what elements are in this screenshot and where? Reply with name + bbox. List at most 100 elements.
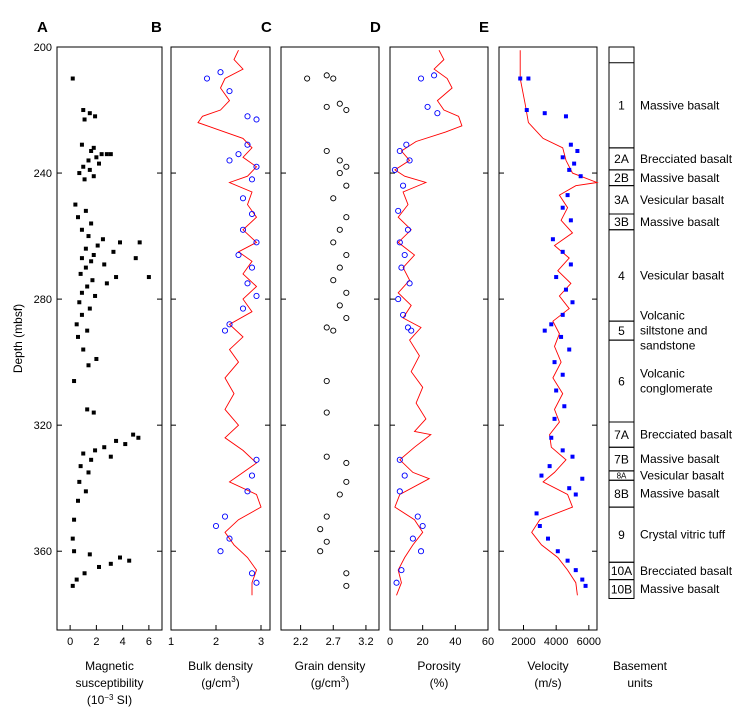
data-point bbox=[563, 287, 568, 292]
data-point bbox=[74, 322, 79, 327]
unit-id: 2B bbox=[614, 171, 629, 185]
data-point bbox=[550, 237, 555, 242]
unit-label: Vesicular basalt bbox=[640, 193, 725, 207]
data-point bbox=[409, 535, 416, 542]
data-point bbox=[133, 256, 138, 261]
data-point bbox=[79, 142, 84, 147]
unit-id: 7B bbox=[614, 452, 629, 466]
data-point bbox=[83, 489, 88, 494]
data-point bbox=[560, 448, 565, 453]
unit-label: siltstone and bbox=[640, 324, 707, 338]
data-point bbox=[583, 583, 588, 588]
x-axis-label: (g/cm3) bbox=[201, 675, 239, 690]
unit-id: 10A bbox=[611, 564, 632, 578]
data-point bbox=[212, 522, 220, 530]
x-tick-label: 6 bbox=[146, 636, 152, 648]
data-point bbox=[575, 148, 580, 153]
data-point bbox=[567, 486, 572, 491]
data-point bbox=[434, 110, 441, 117]
data-point bbox=[226, 321, 233, 328]
data-point bbox=[573, 492, 578, 497]
unit-id: 3B bbox=[614, 215, 629, 229]
data-point bbox=[343, 106, 350, 114]
data-line bbox=[519, 50, 599, 596]
data-point bbox=[248, 210, 256, 218]
data-point bbox=[89, 221, 94, 226]
data-point bbox=[114, 275, 119, 280]
data-point bbox=[408, 327, 415, 334]
data-point bbox=[395, 296, 402, 303]
data-point bbox=[330, 75, 337, 82]
data-point bbox=[552, 416, 557, 421]
data-point bbox=[404, 324, 412, 331]
y-tick-label: 280 bbox=[34, 294, 52, 306]
data-point bbox=[417, 75, 425, 82]
x-axis-label: Bulk density bbox=[188, 659, 253, 673]
data-point bbox=[330, 195, 337, 202]
data-point bbox=[79, 256, 84, 261]
panel-frame bbox=[280, 46, 380, 631]
unit-label: Massive basalt bbox=[640, 171, 720, 185]
panel-letter: A bbox=[37, 19, 48, 36]
data-point bbox=[542, 111, 547, 116]
data-point bbox=[82, 177, 87, 182]
data-point bbox=[559, 334, 564, 339]
units-header: Basement bbox=[613, 659, 668, 673]
data-point bbox=[330, 239, 337, 246]
data-point bbox=[395, 207, 402, 214]
data-point bbox=[406, 280, 413, 287]
data-point bbox=[93, 114, 98, 119]
data-line bbox=[197, 50, 262, 596]
data-point bbox=[524, 108, 529, 113]
data-point bbox=[336, 157, 343, 164]
x-tick-label: 2 bbox=[93, 636, 99, 648]
x-tick-label: 3.2 bbox=[358, 636, 373, 648]
unit-id: 9 bbox=[618, 528, 625, 542]
unit-label: Massive basalt bbox=[640, 452, 720, 466]
unit-label: Massive basalt bbox=[640, 487, 720, 501]
data-point bbox=[77, 479, 82, 484]
x-tick-label: 0 bbox=[387, 636, 393, 648]
data-point bbox=[343, 314, 350, 322]
data-point bbox=[72, 549, 77, 554]
data-point bbox=[248, 264, 256, 271]
unit-label: Massive basalt bbox=[640, 215, 720, 229]
data-point bbox=[343, 570, 350, 577]
data-point bbox=[404, 226, 412, 233]
data-point bbox=[336, 264, 343, 271]
unit-id: 8B bbox=[614, 487, 629, 501]
data-point bbox=[78, 464, 83, 469]
data-point bbox=[118, 240, 122, 245]
data-point bbox=[104, 152, 109, 157]
x-axis-label-sup: 3 bbox=[231, 675, 236, 684]
data-point bbox=[118, 555, 122, 560]
x-tick-label: 0 bbox=[67, 636, 73, 648]
data-point bbox=[91, 145, 96, 150]
data-point bbox=[560, 249, 565, 254]
x-tick-label: 4 bbox=[120, 636, 126, 648]
data-point bbox=[81, 451, 86, 456]
data-point bbox=[239, 195, 247, 202]
data-point bbox=[414, 513, 421, 520]
x-tick-label: 1 bbox=[168, 636, 174, 648]
data-point bbox=[336, 100, 343, 107]
data-point bbox=[244, 141, 251, 148]
data-point bbox=[97, 161, 101, 166]
data-point bbox=[393, 579, 400, 586]
data-point bbox=[82, 117, 87, 122]
data-point bbox=[248, 176, 256, 183]
data-point bbox=[89, 148, 94, 153]
unit-label: Volcanic bbox=[640, 367, 685, 381]
data-point bbox=[400, 311, 407, 318]
data-point bbox=[560, 155, 565, 160]
y-tick-label: 240 bbox=[34, 168, 52, 180]
data-point bbox=[317, 548, 324, 555]
data-point bbox=[226, 88, 233, 95]
data-point bbox=[102, 262, 107, 267]
data-point bbox=[91, 174, 96, 179]
data-point bbox=[343, 459, 350, 467]
unit-label: Massive basalt bbox=[640, 582, 720, 596]
x-tick-label: 6000 bbox=[577, 636, 601, 648]
data-point bbox=[580, 476, 585, 481]
